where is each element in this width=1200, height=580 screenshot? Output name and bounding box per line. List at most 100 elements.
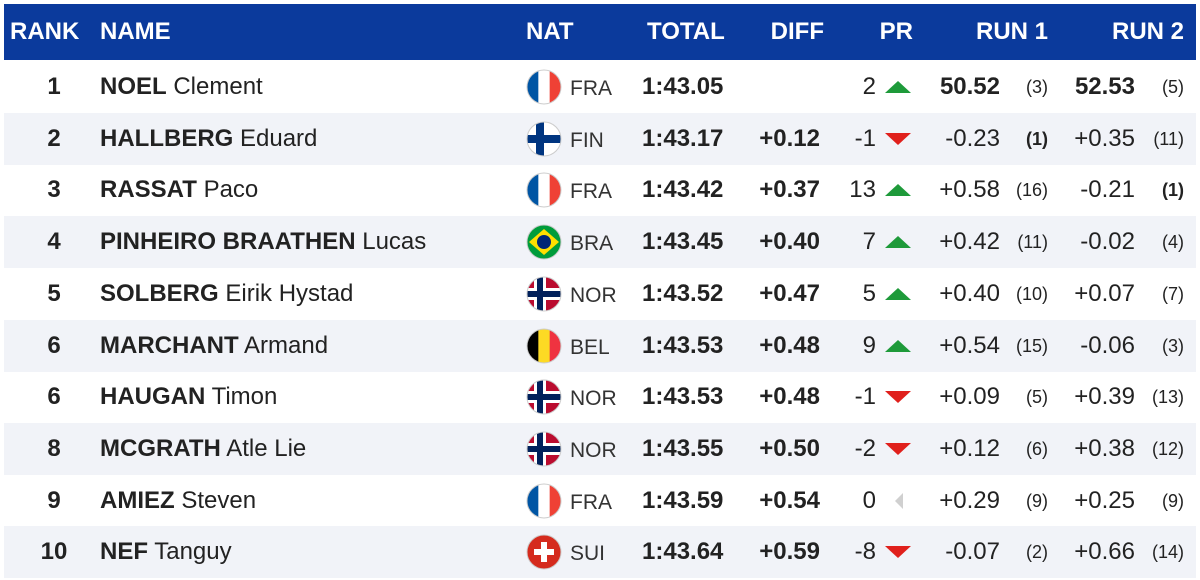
nation-code: FRA [570, 77, 612, 100]
trend-arrow [885, 442, 911, 455]
flag-icon [526, 276, 562, 312]
flag-ring [526, 224, 562, 260]
firstname: Paco [203, 176, 259, 204]
header-total: TOTAL [647, 18, 725, 45]
total-time: 1:43.64 [642, 538, 724, 566]
nation-code: NOR [570, 438, 617, 462]
time-diff: +0.12 [759, 124, 820, 152]
flag-ring [526, 121, 562, 157]
table-row: 5 SOLBERG Eirik Hystad NOR 1:43.52 +0.47 5 +0.… [4, 268, 1196, 320]
position-change: -1 [854, 383, 876, 411]
nation-code: FIN [570, 128, 604, 152]
rank: 9 [47, 486, 61, 514]
flag-ring [526, 534, 562, 570]
run1-time: +0.42 [939, 228, 1000, 256]
rank: 5 [47, 279, 61, 307]
flag-body [527, 431, 561, 466]
time-diff: +0.37 [759, 176, 820, 204]
run1-rank: (10) [1015, 283, 1048, 304]
trend-arrow [885, 236, 911, 249]
arrow-down [885, 442, 911, 455]
header-rank: RANK [10, 18, 80, 45]
rank: 4 [47, 228, 61, 256]
total-time: 1:43.42 [642, 176, 724, 204]
table-row: 4 PINHEIRO BRAATHEN Lucas BRA 1:43.45 +0.40 7… [4, 216, 1196, 269]
arrow-up [885, 184, 911, 197]
time-diff: +0.50 [759, 434, 820, 462]
flag-cross [536, 121, 544, 156]
surname: RASSAT [100, 176, 197, 204]
flag-ring [526, 483, 562, 519]
flag-globe [537, 235, 551, 250]
run1-time: +0.58 [939, 176, 1000, 204]
firstname: Clement [173, 73, 263, 100]
flag-cross [527, 290, 561, 297]
run1-rank: (11) [1017, 232, 1048, 253]
run1-time: +0.12 [939, 434, 1000, 462]
table-row: 8 MCGRATH Atle Lie NOR 1:43.55 +0.50 -2 +0.12 (… [4, 422, 1196, 475]
firstname: Tanguy [154, 538, 232, 566]
rank: 10 [40, 538, 68, 566]
flag-stripe [538, 483, 551, 518]
trend-arrow [885, 339, 911, 352]
run2-rank: (11) [1153, 128, 1184, 149]
time-diff: +0.48 [759, 383, 820, 411]
athlete-name: PINHEIRO BRAATHEN Lucas [100, 216, 426, 268]
flag-stripe [538, 173, 551, 208]
athlete-name: HAUGAN Timon [100, 371, 277, 423]
athlete-name: NOEL Clement [100, 61, 263, 113]
table-row: 6 HAUGAN Timon NOR 1:43.53 +0.48 -1 +0.09 (5) +0… [4, 371, 1196, 423]
firstname: Eduard [240, 124, 318, 152]
nation-code: BEL [570, 335, 610, 359]
total-time: 1:43.59 [642, 486, 724, 514]
table-row: 1 NOEL Clement FRA 1:43.05 2 50.52 (3) 52.53 (5) [4, 61, 1196, 113]
flag-icon [526, 224, 562, 260]
trend-arrow [885, 546, 911, 559]
flag-icon [526, 328, 562, 363]
athlete-name: MARCHANT Armand [100, 320, 328, 372]
table-row: 9 AMIEZ Steven FRA 1:43.59 +0.54 0 +0.29 (9) +0.… [4, 475, 1196, 527]
total-time: 1:43.45 [642, 228, 724, 256]
total-time: 1:43.53 [642, 331, 724, 359]
total-time: 1:43.05 [642, 73, 724, 100]
flag-icon [526, 534, 562, 570]
run1-rank: (15) [1015, 335, 1048, 356]
table-row: 3 RASSAT Paco FRA 1:43.42 +0.37 13 +0.58 (16) -0… [4, 164, 1196, 216]
trend-arrow [885, 132, 911, 145]
flag-body [527, 380, 561, 415]
flag-stripe [538, 328, 551, 363]
flag-stripe [527, 70, 539, 104]
flag-cross [527, 445, 561, 452]
flag-body [527, 276, 561, 311]
athlete-name: HALLBERG Eduard [100, 113, 317, 165]
run1-rank: (5) [1026, 387, 1048, 408]
flag-body [527, 483, 561, 518]
flag-body [527, 535, 561, 570]
flag-icon [526, 172, 562, 208]
flag-cross [537, 431, 543, 466]
flag-body [527, 328, 561, 363]
table-row: 6 MARCHANT Armand BEL 1:43.53 +0.48 9 +0.54 (15… [4, 319, 1196, 372]
athlete-name: AMIEZ Steven [100, 475, 256, 527]
table-row: 10 NEF Tanguy SUI 1:43.64 +0.59 -8 -0.07 (2) +0.… [4, 526, 1196, 579]
nation-code: FRA [570, 490, 612, 514]
position-change: 7 [862, 228, 876, 256]
rank: 8 [47, 434, 61, 462]
arrow-up [885, 236, 911, 249]
total-time: 1:43.55 [642, 434, 724, 462]
flag-icon [526, 69, 562, 105]
run1-rank: (3) [1026, 77, 1048, 97]
flag-icon [526, 121, 562, 157]
run2-time: +0.66 [1074, 538, 1135, 566]
flag-ring [526, 69, 562, 105]
firstname: Steven [181, 486, 257, 514]
flag-stripe [549, 70, 561, 104]
flag-stripe [549, 173, 561, 208]
position-change: 13 [849, 176, 876, 204]
run1-rank: (16) [1015, 180, 1048, 201]
flag-stripe [549, 328, 561, 363]
flag-stripe [527, 173, 539, 208]
run1-time: 50.52 [939, 73, 1000, 100]
flag-body [527, 121, 561, 156]
header-run1: RUN 1 [975, 18, 1048, 45]
